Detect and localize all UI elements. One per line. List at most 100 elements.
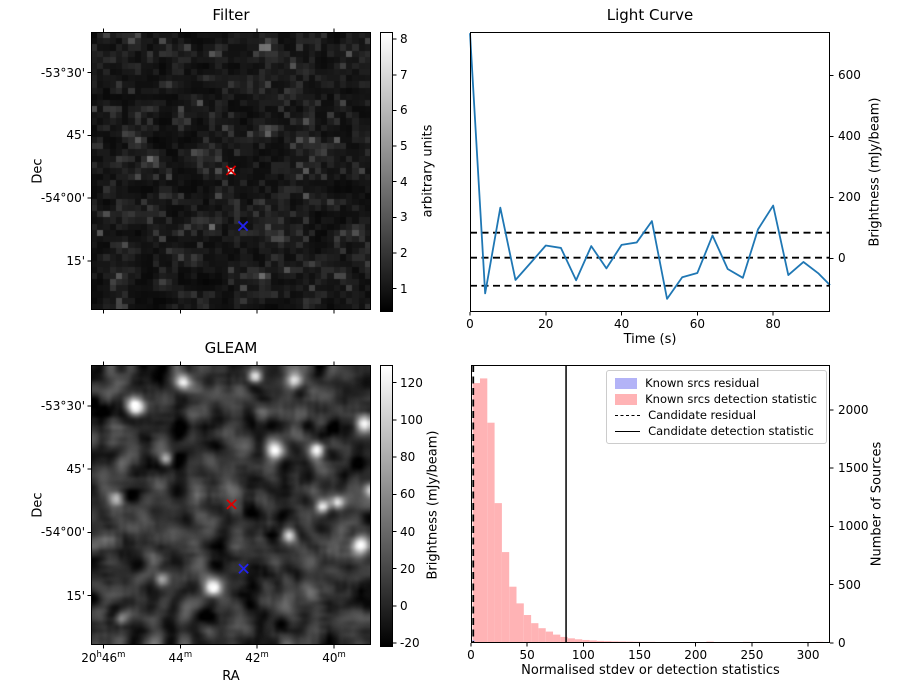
filter-colorbar-tick-label: 7 xyxy=(400,67,408,82)
histogram-bar-known-srcs-detection-statistic xyxy=(589,640,597,643)
histogram-ylabel: Number of Sources xyxy=(869,441,885,567)
filter-ylabel: Dec xyxy=(30,158,46,184)
light-curve-ylabel: Brightness (mJy/beam) xyxy=(867,97,883,247)
light-curve-title: Light Curve xyxy=(606,6,694,24)
gleam-xtick-label: 44m xyxy=(168,650,193,665)
light-curve-ytick-label: 600 xyxy=(838,68,861,83)
legend-solid-line-sample xyxy=(615,430,641,432)
filter-colorbar-tick-label: 3 xyxy=(400,210,408,225)
histogram-bar-known-srcs-detection-statistic xyxy=(553,634,561,643)
histogram-bar-known-srcs-detection-statistic xyxy=(574,639,583,643)
filter-ytick-label: 15' xyxy=(66,254,85,269)
histogram-bar-known-srcs-detection-statistic xyxy=(662,641,670,643)
legend-patch-known-srcs-residual xyxy=(615,377,638,389)
legend-item-known-srcs-residual: Known srcs residual xyxy=(615,375,817,391)
gleam-colorbar-label: Brightness (mJy/beam) xyxy=(425,430,441,580)
histogram-ytick-label: 1500 xyxy=(838,461,869,476)
histogram-bar-known-srcs-detection-statistic xyxy=(523,615,532,643)
gleam-title: GLEAM xyxy=(204,339,258,357)
filter-colorbar-tick-label: 8 xyxy=(400,32,408,47)
gleam-colorbar-tick-label: -20 xyxy=(400,636,420,651)
legend-patch-known-srcs-detection xyxy=(615,393,638,405)
gleam-colorbar xyxy=(380,365,393,647)
histogram-xtick-label: 200 xyxy=(684,648,708,662)
gleam-colorbar-tick-label: 0 xyxy=(400,598,408,613)
histogram-xtick-label: 100 xyxy=(571,648,595,662)
filter-colorbar-tick-label: 2 xyxy=(400,245,408,260)
gleam-colorbar-tick-label: 80 xyxy=(400,450,416,465)
histogram-bar-known-srcs-detection-statistic xyxy=(647,641,656,643)
gleam-ytick-label: -53°30' xyxy=(40,398,85,413)
histogram-bar-known-srcs-detection-statistic xyxy=(691,642,700,643)
histogram-bar-known-srcs-detection-statistic xyxy=(684,642,692,643)
histogram-bar-known-srcs-detection-statistic xyxy=(618,641,627,643)
histogram-xtick-label: 250 xyxy=(740,648,764,662)
gleam-colorbar-tick-label: 120 xyxy=(400,375,423,390)
histogram-bar-known-srcs-detection-statistic xyxy=(626,641,634,643)
histogram-bar-known-srcs-detection-statistic xyxy=(677,642,685,643)
legend-label: Candidate detection statistic xyxy=(648,424,814,438)
histogram-xtick-label: 150 xyxy=(628,648,651,662)
light-curve-xtick-label: 40 xyxy=(613,317,630,331)
filter-colorbar-tick-label: 4 xyxy=(400,174,408,189)
histogram-bar-known-srcs-detection-statistic xyxy=(742,641,751,643)
legend-item-candidate-detection: Candidate detection statistic xyxy=(615,423,817,439)
histogram-bar-known-srcs-detection-statistic xyxy=(735,642,743,643)
histogram-bar-known-srcs-detection-statistic xyxy=(699,642,707,643)
histogram-ytick-label: 1000 xyxy=(838,519,869,534)
filter-colorbar xyxy=(380,32,393,312)
filter-colorbar-tick-label: 5 xyxy=(400,139,408,154)
histogram-bar-known-srcs-detection-statistic xyxy=(721,642,729,643)
gleam-xlabel: RA xyxy=(222,669,240,684)
light-curve-xtick-label: 20 xyxy=(538,317,554,331)
filter-image xyxy=(91,32,371,310)
histogram-legend: Known srcs residual Known srcs detection… xyxy=(606,370,827,444)
histogram-bar-known-srcs-detection-statistic xyxy=(706,641,714,643)
histogram-xtick-label: 300 xyxy=(796,648,820,662)
light-curve-frame xyxy=(470,32,830,312)
gleam-xtick-label: 20h46m xyxy=(81,650,126,665)
histogram-bar-known-srcs-detection-statistic xyxy=(750,642,758,643)
histogram-ytick-label: 500 xyxy=(838,577,861,592)
light-curve-xlabel: Time (s) xyxy=(623,332,677,347)
histogram-bar-known-srcs-detection-statistic xyxy=(531,623,539,643)
histogram-bar-known-srcs-detection-statistic xyxy=(669,642,678,643)
histogram-bar-known-srcs-detection-statistic xyxy=(604,641,612,643)
histogram-bar-known-srcs-detection-statistic xyxy=(815,641,824,643)
histogram-bar-known-srcs-detection-statistic xyxy=(472,383,480,643)
light-curve-xtick-label: 80 xyxy=(765,317,781,331)
histogram-bar-known-srcs-detection-statistic xyxy=(494,503,502,643)
histogram-bar-known-srcs-detection-statistic xyxy=(764,642,773,643)
histogram-bar-known-srcs-detection-statistic xyxy=(487,422,495,643)
gleam-ytick-label: -54°00' xyxy=(40,525,85,540)
gleam-ylabel: Dec xyxy=(30,492,46,518)
histogram-bar-known-srcs-detection-statistic xyxy=(545,631,554,643)
gleam-ytick-label: 45' xyxy=(66,462,85,477)
light-curve-ytick-label: 0 xyxy=(838,251,846,266)
histogram-bar-known-srcs-detection-statistic xyxy=(779,642,787,643)
light-curve-line xyxy=(469,33,831,300)
histogram-bar-known-srcs-detection-statistic xyxy=(713,642,722,643)
gleam-colorbar-tick-label: 60 xyxy=(400,487,416,502)
histogram-bar-known-srcs-detection-statistic xyxy=(611,641,619,643)
filter-ytick-label: 45' xyxy=(66,128,85,143)
gleam-xtick-label: 40m xyxy=(322,650,346,665)
filter-colorbar-tick-label: 6 xyxy=(400,103,408,118)
filter-colorbar-tick-label: 1 xyxy=(400,281,408,296)
histogram-xlabel: Normalised stdev or detection statistics xyxy=(521,663,780,678)
light-curve-ytick-label: 400 xyxy=(838,129,861,144)
histogram-bar-known-srcs-detection-statistic xyxy=(560,636,568,643)
light-curve-xtick-label: 0 xyxy=(466,317,474,331)
histogram-ytick-label: 0 xyxy=(838,636,846,650)
gleam-ytick-label: 15' xyxy=(66,588,85,603)
legend-label: Known srcs residual xyxy=(645,376,760,390)
gleam-xtick-label: 42m xyxy=(245,650,269,665)
histogram-bar-known-srcs-detection-statistic xyxy=(633,641,641,643)
gleam-colorbar-tick-label: 20 xyxy=(400,561,416,576)
histogram-bar-known-srcs-detection-statistic xyxy=(501,552,510,643)
gleam-colorbar-tick-label: 40 xyxy=(400,524,416,539)
light-curve-xtick-label: 60 xyxy=(689,317,705,331)
filter-ytick-label: -53°30' xyxy=(40,65,85,80)
gleam-image xyxy=(91,365,371,645)
